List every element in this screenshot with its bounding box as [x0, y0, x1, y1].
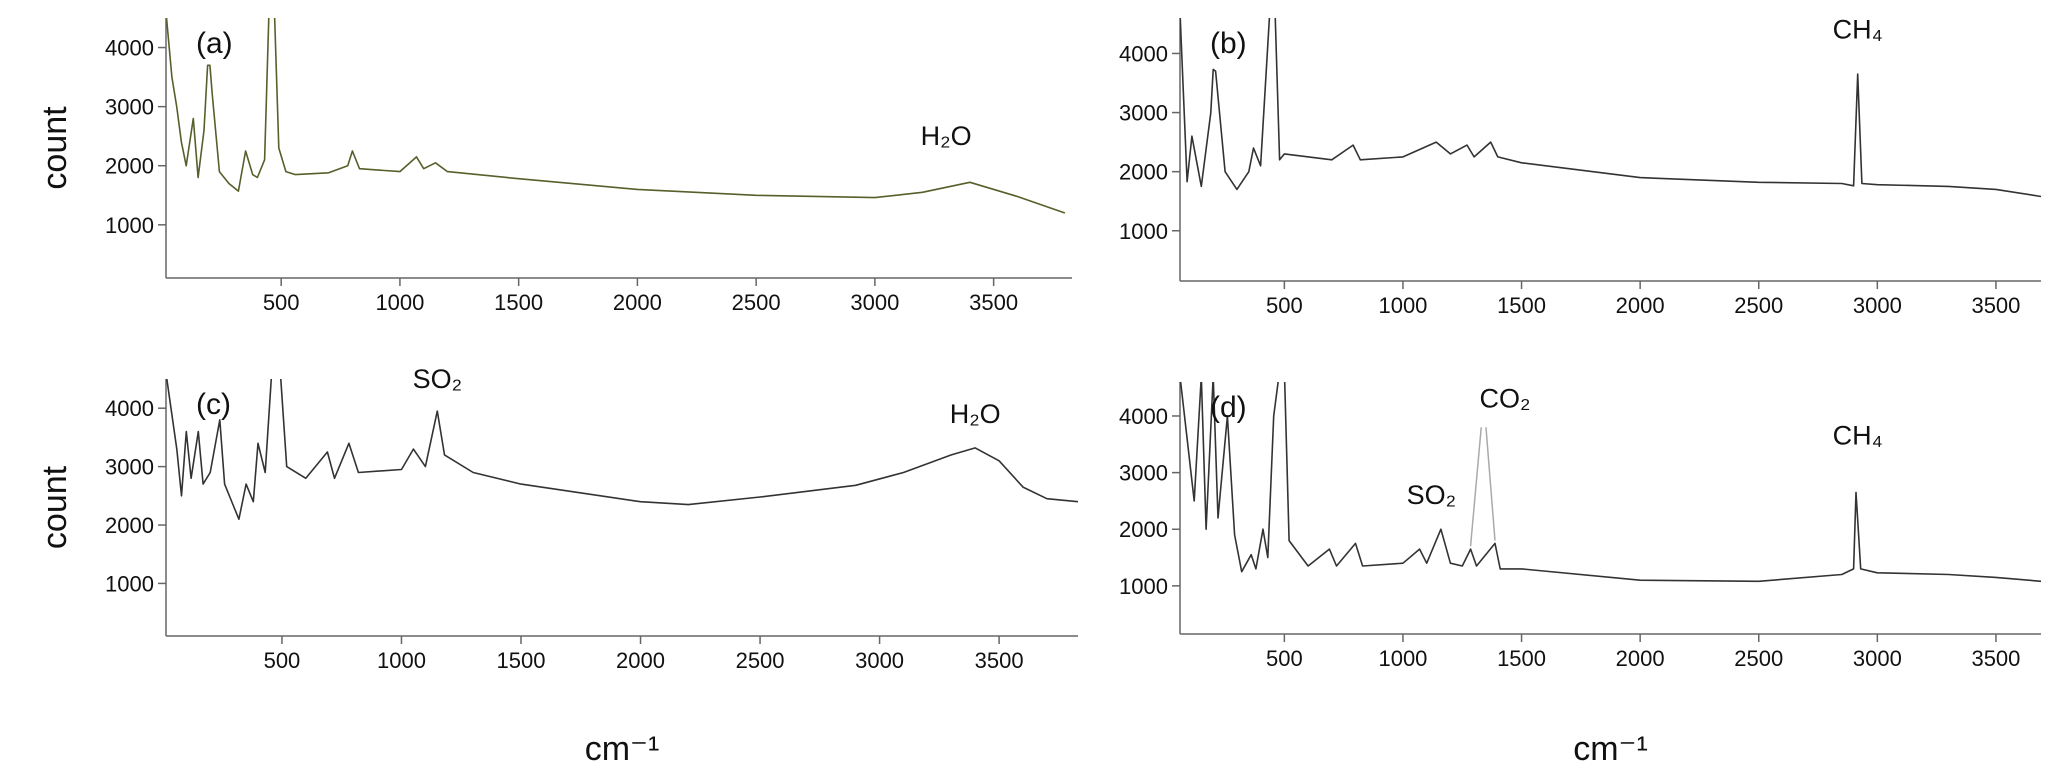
x-tick-label: 2000 [616, 648, 665, 673]
y-tick-label: 3000 [105, 455, 154, 480]
x-tick-label: 3000 [855, 648, 904, 673]
peak-annotation: CO₂ [1479, 383, 1530, 413]
x-tick-label: 1500 [497, 648, 546, 673]
peak-annotation: H₂O [921, 121, 972, 151]
x-tick-label: 1500 [1497, 646, 1546, 671]
peak-annotation: CH₄ [1833, 15, 1883, 45]
leader-line [1469, 427, 1482, 547]
x-tick-label: 500 [264, 648, 301, 673]
spectrum-line [166, 379, 1078, 520]
panel-label: (a) [196, 27, 233, 60]
y-tick-label: 2000 [1119, 517, 1168, 542]
x-tick-label: 1000 [377, 648, 426, 673]
x-tick-label: 2500 [1734, 646, 1783, 671]
y-tick-label: 4000 [105, 396, 154, 421]
x-tick-label: 1000 [1378, 646, 1427, 671]
x-tick-label: 3000 [850, 290, 899, 315]
plot-area [1180, 382, 2041, 583]
x-tick-label: 3500 [1971, 293, 2020, 318]
y-tick-label: 2000 [105, 154, 154, 179]
x-tick-label: 3500 [969, 290, 1018, 315]
y-tick-label: 1000 [1119, 219, 1168, 244]
spectrum-line [1180, 382, 2041, 583]
y-tick-label: 1000 [105, 571, 154, 596]
y-tick-label: 3000 [1119, 101, 1168, 126]
y-tick-label: 3000 [105, 95, 154, 120]
y-tick-label: 3000 [1119, 461, 1168, 486]
panel-label: (d) [1210, 391, 1247, 424]
x-tick-label: 3000 [1853, 293, 1902, 318]
y-tick-label: 4000 [105, 36, 154, 61]
x-tick-label: 1500 [494, 290, 543, 315]
x-tick-label: 1000 [375, 290, 424, 315]
x-tick-label: 2500 [732, 290, 781, 315]
x-tick-label: 3000 [1853, 646, 1902, 671]
plot-area [166, 379, 1078, 520]
panel-label: (c) [196, 388, 231, 421]
x-tick-label: 3500 [975, 648, 1024, 673]
x-axis-label: cm⁻¹ [1573, 730, 1648, 768]
x-axis-label: cm⁻¹ [585, 730, 660, 768]
x-tick-label: 500 [1266, 646, 1303, 671]
y-tick-label: 1000 [105, 213, 154, 238]
x-tick-label: 2500 [736, 648, 785, 673]
y-axis-label: count [36, 106, 74, 190]
y-tick-label: 4000 [1119, 404, 1168, 429]
x-tick-label: 2000 [613, 290, 662, 315]
y-tick-label: 2000 [105, 513, 154, 538]
y-tick-label: 2000 [1119, 160, 1168, 185]
leader-line [1485, 427, 1496, 541]
peak-annotation: SO₂ [1407, 480, 1457, 510]
x-tick-label: 2000 [1616, 646, 1665, 671]
panel-label: (b) [1210, 27, 1247, 60]
peak-annotation: SO₂ [413, 364, 463, 394]
x-tick-label: 1000 [1378, 293, 1427, 318]
x-tick-label: 1500 [1497, 293, 1546, 318]
x-tick-label: 2500 [1734, 293, 1783, 318]
x-tick-label: 3500 [1971, 646, 2020, 671]
plot-area [1180, 18, 2041, 198]
spectrum-line [166, 18, 1066, 214]
peak-annotation: CH₄ [1833, 420, 1883, 450]
y-tick-label: 1000 [1119, 574, 1168, 599]
x-tick-label: 500 [263, 290, 300, 315]
spectrum-line [1180, 18, 2041, 198]
peak-annotation: H₂O [950, 399, 1001, 429]
y-tick-label: 4000 [1119, 41, 1168, 66]
x-tick-label: 2000 [1616, 293, 1665, 318]
x-tick-label: 500 [1266, 293, 1303, 318]
y-axis-label: count [36, 465, 74, 549]
plot-area [166, 18, 1066, 214]
